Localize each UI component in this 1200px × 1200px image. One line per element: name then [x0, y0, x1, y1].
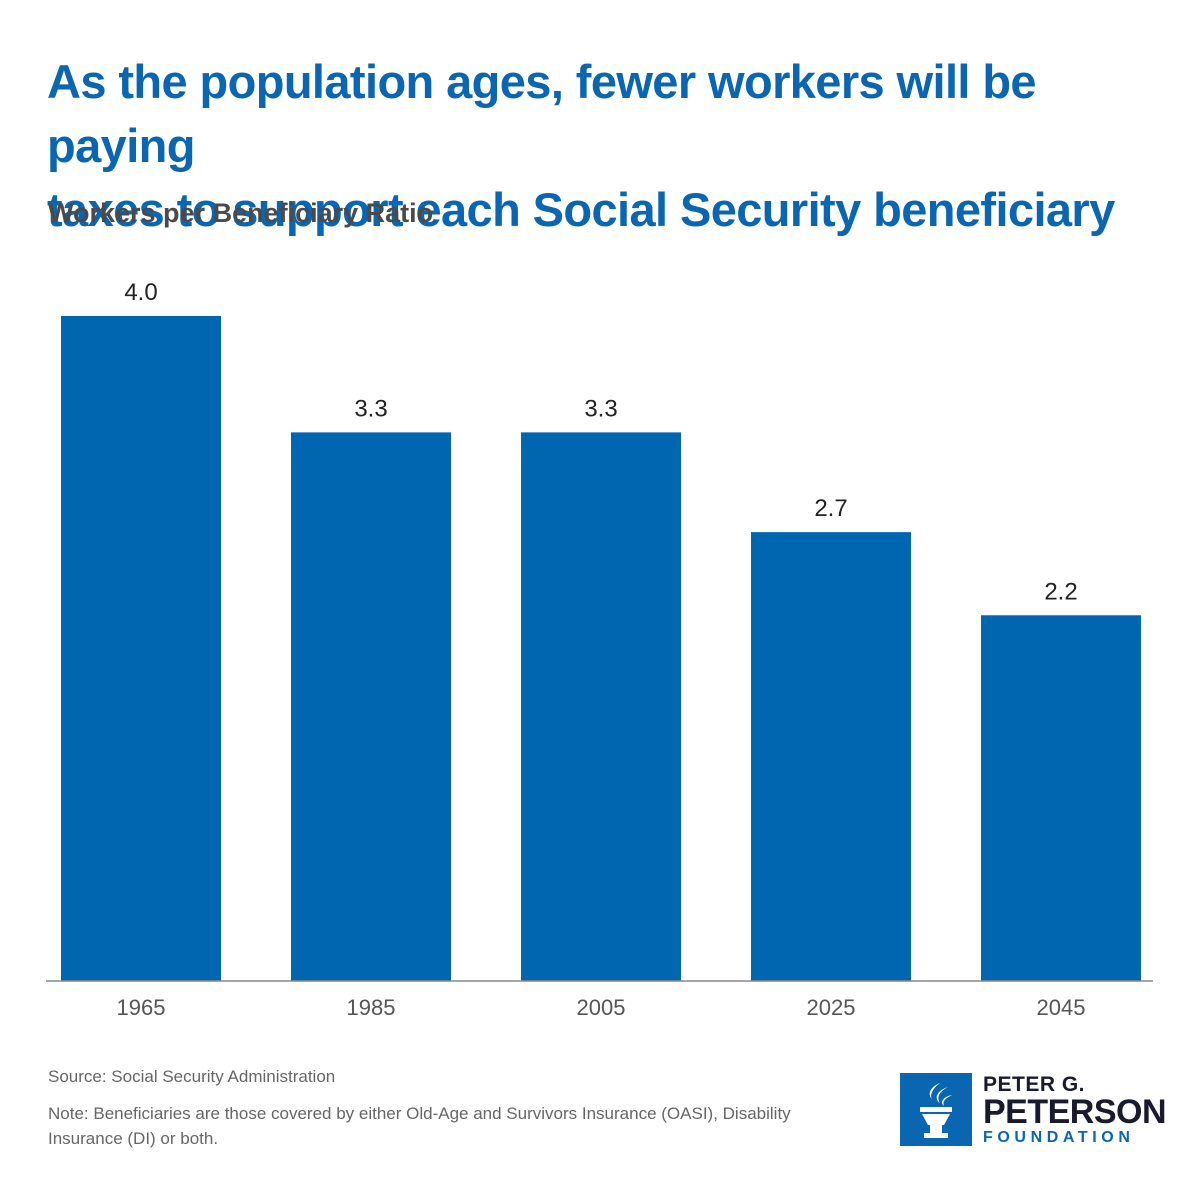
x-tick-label-2025: 2025 — [807, 995, 856, 1020]
chart-title-line-1: As the population ages, fewer workers wi… — [47, 55, 1037, 172]
chart-subtitle: Workers per Beneficiary Ratio — [48, 198, 434, 228]
value-label-2005: 3.3 — [584, 395, 617, 422]
peterson-foundation-logo: PETER G. PETERSON FOUNDATION — [900, 1073, 1167, 1148]
logo-line-2: PETERSON — [983, 1093, 1167, 1131]
value-label-2045: 2.2 — [1044, 578, 1077, 605]
x-tick-label-1985: 1985 — [347, 995, 396, 1020]
value-label-2025: 2.7 — [814, 495, 847, 522]
footnote: Note: Beneficiaries are those covered by… — [48, 1104, 791, 1148]
x-tick-label-2045: 2045 — [1037, 995, 1086, 1020]
logo-line-1: PETER G. — [983, 1073, 1086, 1096]
bar-2045 — [981, 615, 1141, 981]
source-note: Source: Social Security Administration — [48, 1067, 336, 1086]
x-tick-label-2005: 2005 — [577, 995, 626, 1020]
x-tick-label-1965: 1965 — [117, 995, 166, 1020]
torch-icon — [900, 1073, 972, 1146]
logo-line-3: FOUNDATION — [983, 1129, 1135, 1146]
value-label-1965: 4.0 — [124, 279, 157, 306]
value-label-1985: 3.3 — [354, 395, 387, 422]
bar-1965 — [61, 316, 221, 981]
chart-title-line-2: taxes to support each Social Security be… — [47, 183, 1115, 236]
chart-title: As the population ages, fewer workers wi… — [47, 50, 1167, 242]
bar-1985 — [291, 432, 451, 981]
bar-2005 — [521, 432, 681, 981]
bar-2025 — [751, 532, 911, 981]
